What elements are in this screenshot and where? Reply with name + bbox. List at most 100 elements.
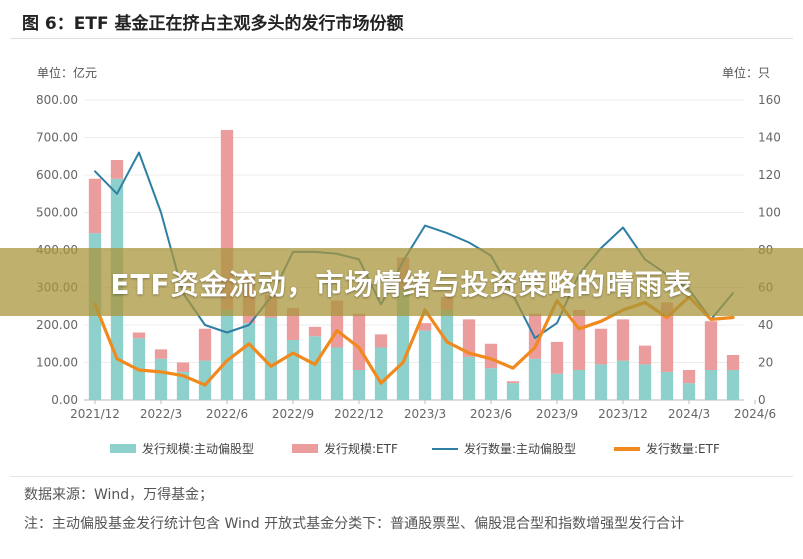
bar-active-equity bbox=[462, 356, 476, 400]
bar-active-equity bbox=[374, 347, 388, 400]
bar-etf bbox=[110, 160, 124, 179]
bar-active-equity bbox=[286, 340, 300, 400]
bar-etf bbox=[88, 178, 102, 234]
y-left-tick-label: 500.00 bbox=[36, 206, 78, 220]
x-tick-label: 2023/6 bbox=[470, 407, 512, 421]
bar-etf bbox=[462, 319, 476, 357]
chart-canvas: 0.00100.00200.00300.00400.00500.00600.00… bbox=[36, 93, 781, 421]
bar-active-equity bbox=[198, 360, 212, 400]
bar-active-equity bbox=[726, 370, 740, 400]
bar-etf bbox=[638, 345, 652, 365]
bar-active-equity bbox=[704, 370, 718, 400]
legend-item: 发行规模:ETF bbox=[292, 440, 398, 457]
source-note: 数据来源：Wind，万得基金； bbox=[24, 487, 214, 503]
bar-active-equity bbox=[396, 289, 410, 400]
bar-etf bbox=[506, 381, 520, 384]
bar-etf bbox=[726, 355, 740, 370]
bar-active-equity bbox=[242, 323, 256, 400]
y-right-tick-label: 100 bbox=[758, 206, 781, 220]
bar-active-equity bbox=[682, 383, 696, 400]
right-axis-unit: 单位：只 bbox=[722, 66, 771, 80]
bar-etf bbox=[682, 370, 696, 384]
bar-etf bbox=[374, 334, 388, 348]
legend-swatch-line bbox=[614, 446, 640, 451]
y-right-tick-label: 140 bbox=[758, 131, 781, 145]
bar-active-equity bbox=[220, 310, 234, 400]
legend-label: 发行规模:ETF bbox=[324, 442, 398, 456]
legend-item: 发行数量:ETF bbox=[614, 440, 720, 457]
bar-active-equity bbox=[660, 371, 674, 400]
y-right-tick-label: 20 bbox=[758, 356, 773, 370]
bar-etf bbox=[132, 332, 146, 339]
x-tick-label: 2024/6 bbox=[734, 407, 776, 421]
y-right-tick-label: 40 bbox=[758, 318, 773, 332]
y-left-tick-label: 200.00 bbox=[36, 318, 78, 332]
bar-active-equity bbox=[550, 373, 564, 400]
x-tick-label: 2022/12 bbox=[334, 407, 384, 421]
bar-active-equity bbox=[594, 364, 608, 400]
legend-item: 发行规模:主动偏股型 bbox=[110, 440, 254, 457]
x-tick-label: 2022/9 bbox=[272, 407, 314, 421]
bar-etf bbox=[572, 310, 586, 370]
left-axis-unit: 单位：亿元 bbox=[37, 66, 98, 80]
bar-etf bbox=[704, 321, 718, 370]
bar-etf bbox=[286, 308, 300, 340]
title-divider bbox=[10, 38, 793, 39]
bar-active-equity bbox=[154, 358, 168, 400]
bar-etf bbox=[550, 341, 564, 374]
overlay-banner: ETF资金流动，市场情绪与投资策略的晴雨表 bbox=[0, 248, 803, 316]
bar-active-equity bbox=[308, 336, 322, 400]
x-tick-label: 2021/12 bbox=[70, 407, 120, 421]
y-left-tick-label: 800.00 bbox=[36, 93, 78, 107]
bar-etf bbox=[418, 323, 432, 331]
x-tick-label: 2023/12 bbox=[598, 407, 648, 421]
y-right-tick-label: 120 bbox=[758, 168, 781, 182]
bar-active-equity bbox=[616, 360, 630, 400]
bar-active-equity bbox=[638, 364, 652, 400]
bar-etf bbox=[594, 328, 608, 365]
bar-active-equity bbox=[572, 370, 586, 400]
x-tick-label: 2023/3 bbox=[404, 407, 446, 421]
legend-swatch-bar bbox=[292, 444, 318, 453]
y-left-tick-label: 600.00 bbox=[36, 168, 78, 182]
title-bar: 图 6：ETF 基金正在挤占主观多头的发行市场份额 bbox=[0, 0, 803, 38]
bar-etf bbox=[154, 349, 168, 359]
legend-label: 发行数量:主动偏股型 bbox=[464, 442, 577, 456]
footnote: 注：主动偏股基金发行统计包含 Wind 开放式基金分类下：普通股票型、偏股混合型… bbox=[24, 516, 685, 532]
bar-etf bbox=[484, 343, 498, 369]
chart-title: 图 6：ETF 基金正在挤占主观多头的发行市场份额 bbox=[22, 14, 404, 34]
bar-etf bbox=[308, 326, 322, 337]
bar-etf bbox=[352, 313, 366, 370]
bar-active-equity bbox=[418, 330, 432, 400]
bar-active-equity bbox=[528, 358, 542, 400]
legend-swatch-bar bbox=[110, 444, 136, 453]
bar-active-equity bbox=[440, 310, 454, 400]
bar-active-equity bbox=[352, 370, 366, 400]
legend-label: 发行数量:ETF bbox=[646, 442, 720, 456]
x-tick-label: 2022/6 bbox=[206, 407, 248, 421]
bar-active-equity bbox=[264, 317, 278, 400]
y-left-tick-label: 0.00 bbox=[51, 393, 78, 407]
legend-label: 发行规模:主动偏股型 bbox=[142, 442, 255, 456]
banner-title: ETF资金流动，市场情绪与投资策略的晴雨表 bbox=[110, 268, 693, 301]
x-tick-label: 2024/3 bbox=[668, 407, 710, 421]
x-tick-label: 2023/9 bbox=[536, 407, 578, 421]
bar-active-equity bbox=[484, 368, 498, 400]
y-right-tick-label: 0 bbox=[758, 393, 766, 407]
bar-etf bbox=[660, 302, 674, 372]
legend-swatch-line bbox=[432, 447, 458, 450]
y-left-tick-label: 100.00 bbox=[36, 356, 78, 370]
bar-etf bbox=[198, 328, 212, 361]
y-right-tick-label: 160 bbox=[758, 93, 781, 107]
bar-etf bbox=[176, 362, 190, 372]
bar-etf bbox=[616, 319, 630, 361]
legend-item: 发行数量:主动偏股型 bbox=[432, 440, 576, 457]
bar-active-equity bbox=[176, 371, 190, 400]
line-active-equity-count bbox=[94, 151, 734, 340]
bar-active-equity bbox=[506, 383, 520, 400]
x-tick-label: 2022/3 bbox=[140, 407, 182, 421]
bar-active-equity bbox=[330, 347, 344, 400]
footer-divider bbox=[10, 476, 793, 477]
legend: 发行规模:主动偏股型 发行规模:ETF 发行数量:主动偏股型 发行数量:ETF bbox=[0, 440, 803, 462]
y-left-tick-label: 700.00 bbox=[36, 131, 78, 145]
